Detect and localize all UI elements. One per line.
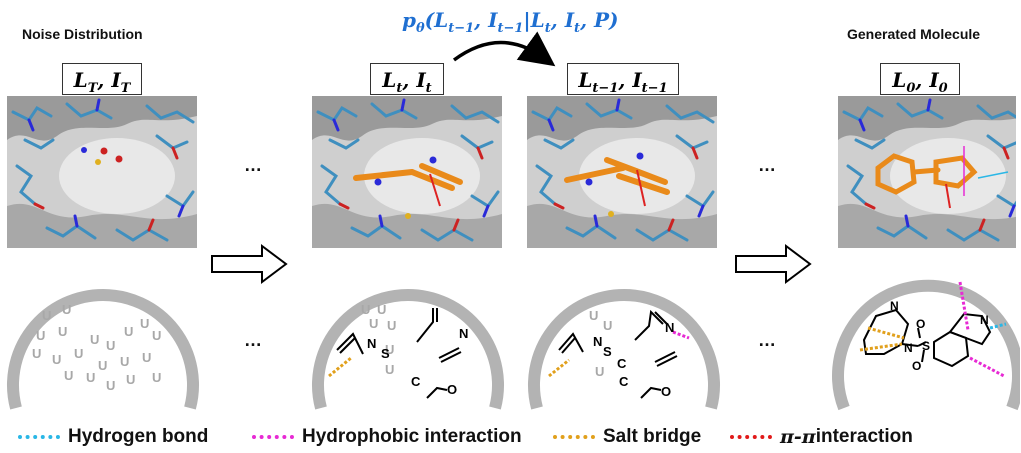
svg-text:U: U bbox=[589, 308, 598, 323]
salt-bridge-swatch bbox=[553, 435, 595, 439]
arc-panel-t-minus-1: UU U N S C N C O bbox=[528, 288, 720, 410]
ellipsis-bottom-1: … bbox=[244, 330, 263, 350]
svg-text:U: U bbox=[603, 318, 612, 333]
svg-text:N: N bbox=[367, 336, 376, 351]
ellipsis-top-2: … bbox=[758, 155, 777, 175]
svg-text:U: U bbox=[74, 346, 83, 361]
pocket-image-t-minus-1 bbox=[527, 96, 717, 248]
svg-text:U: U bbox=[152, 328, 161, 343]
svg-text:U: U bbox=[152, 370, 161, 385]
generated-molecule-title: Generated Molecule bbox=[847, 26, 981, 42]
svg-text:U: U bbox=[62, 302, 71, 317]
pocket-image-t bbox=[312, 96, 502, 248]
hydrogen-bond-swatch bbox=[18, 435, 60, 439]
svg-text:U: U bbox=[142, 350, 151, 365]
block-arrow-2 bbox=[735, 244, 812, 284]
svg-text:O: O bbox=[447, 382, 457, 397]
svg-text:S: S bbox=[922, 339, 930, 353]
svg-text:U: U bbox=[64, 368, 73, 383]
svg-text:U: U bbox=[106, 378, 115, 393]
state-box-noise: LT, IT bbox=[62, 63, 142, 96]
svg-text:U: U bbox=[86, 370, 95, 385]
svg-text:U: U bbox=[387, 318, 396, 333]
svg-text:U: U bbox=[140, 316, 149, 331]
pocket-image-generated bbox=[838, 96, 1016, 248]
svg-text:U: U bbox=[32, 346, 41, 361]
svg-text:O: O bbox=[912, 359, 921, 373]
block-arrow-1 bbox=[211, 244, 288, 284]
svg-text:U: U bbox=[36, 328, 45, 343]
state-box-t: Lt, It bbox=[370, 63, 444, 96]
svg-text:O: O bbox=[916, 317, 925, 331]
svg-text:S: S bbox=[603, 344, 612, 359]
pi-pi-swatch bbox=[730, 435, 772, 439]
state-box-generated: L0, I0 bbox=[880, 63, 960, 96]
ellipsis-bottom-2: … bbox=[758, 330, 777, 350]
svg-text:N: N bbox=[980, 313, 989, 327]
legend-hydrogen-bond: Hydrogen bond bbox=[18, 426, 208, 448]
legend-hydrophobic: Hydrophobic interaction bbox=[252, 426, 522, 448]
svg-text:U: U bbox=[595, 364, 604, 379]
svg-text:U: U bbox=[124, 324, 133, 339]
svg-text:U: U bbox=[385, 342, 394, 357]
svg-text:N: N bbox=[593, 334, 602, 349]
transition-formula: pθ(Lt−1, It−1|Lt, It, P) bbox=[402, 8, 619, 36]
legend-salt-bridge: Salt bridge bbox=[553, 426, 701, 448]
pocket-image-noise bbox=[7, 96, 197, 248]
ellipsis-top-1: … bbox=[244, 155, 263, 175]
svg-text:C: C bbox=[411, 374, 421, 389]
svg-text:U: U bbox=[126, 372, 135, 387]
svg-text:C: C bbox=[617, 356, 627, 371]
arc-panel-generated: N N S O O N bbox=[832, 279, 1020, 411]
svg-text:U: U bbox=[361, 302, 370, 317]
svg-text:U: U bbox=[42, 308, 51, 323]
svg-text:U: U bbox=[377, 302, 386, 317]
hydrophobic-swatch bbox=[252, 435, 294, 439]
svg-text:S: S bbox=[381, 346, 390, 361]
svg-text:U: U bbox=[90, 332, 99, 347]
svg-text:N: N bbox=[904, 341, 913, 355]
svg-text:C: C bbox=[619, 374, 629, 389]
svg-text:N: N bbox=[890, 299, 899, 313]
svg-text:U: U bbox=[98, 358, 107, 373]
transition-arrow bbox=[452, 31, 556, 67]
svg-text:U: U bbox=[120, 354, 129, 369]
svg-text:N: N bbox=[665, 320, 674, 335]
svg-text:N: N bbox=[459, 326, 468, 341]
svg-text:U: U bbox=[58, 324, 67, 339]
svg-text:U: U bbox=[106, 338, 115, 353]
svg-text:U: U bbox=[52, 352, 61, 367]
svg-text:U: U bbox=[369, 316, 378, 331]
state-box-t-minus-1: Lt−1, It−1 bbox=[567, 63, 679, 96]
svg-text:O: O bbox=[661, 384, 671, 399]
svg-text:U: U bbox=[385, 362, 394, 377]
noise-distribution-title: Noise Distribution bbox=[22, 26, 143, 42]
legend-pi-pi: π-π interaction bbox=[730, 426, 913, 448]
